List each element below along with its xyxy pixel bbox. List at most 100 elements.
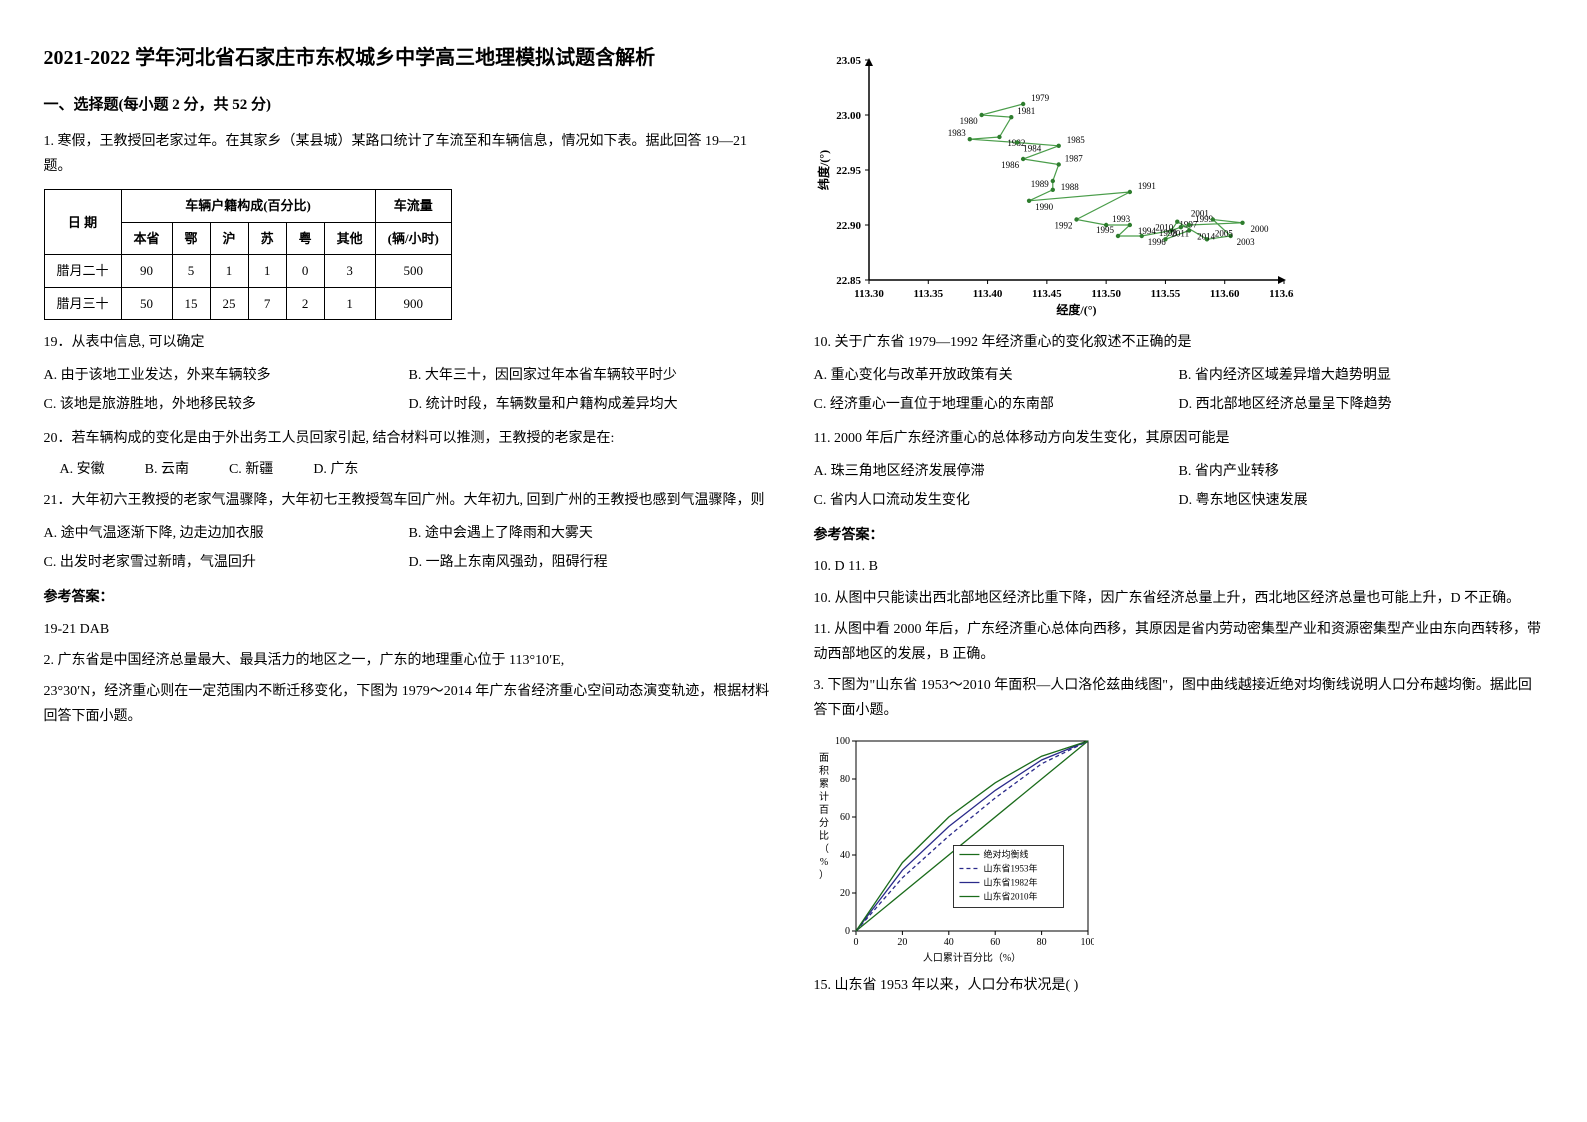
svg-text:1979: 1979 <box>1031 93 1050 103</box>
option: B. 云南 <box>145 457 189 482</box>
th-flow: 车流量 <box>375 190 451 222</box>
svg-text:1981: 1981 <box>1017 106 1035 116</box>
svg-text:1984: 1984 <box>1023 144 1041 154</box>
svg-text:60: 60 <box>840 812 850 823</box>
cell-val: 2 <box>286 287 324 319</box>
guangdong-centroid-chart: 113.30113.35113.40113.45113.50113.55113.… <box>814 50 1544 320</box>
cell-flow: 500 <box>375 255 451 287</box>
th-province: 其他 <box>324 222 375 254</box>
svg-text:23.05: 23.05 <box>836 55 861 67</box>
option: D. 粤东地区快速发展 <box>1179 488 1544 513</box>
q19-stem: 19．从表中信息, 可以确定 <box>44 330 774 355</box>
svg-text:40: 40 <box>943 937 953 948</box>
svg-text:山东省2010年: 山东省2010年 <box>983 891 1037 902</box>
svg-text:80: 80 <box>1036 937 1046 948</box>
cell-val: 90 <box>121 255 172 287</box>
answer-1: 19-21 DAB <box>44 617 774 642</box>
option: D. 西北部地区经济总量呈下降趋势 <box>1179 392 1544 417</box>
option: A. 由于该地工业发达，外来车辆较多 <box>44 363 409 388</box>
svg-text:）: ） <box>819 869 829 881</box>
q19-options: A. 由于该地工业发达，外来车辆较多B. 大年三十，因回家过年本省车辆较平时少C… <box>44 361 774 419</box>
svg-text:%: % <box>819 857 827 868</box>
q3-stem: 3. 下图为"山东省 1953～2010 年面积—人口洛伦兹曲线图"，图中曲线越… <box>814 673 1544 723</box>
cell-val: 1 <box>210 255 248 287</box>
table-row: 腊月三十501525721900 <box>44 287 451 319</box>
svg-text:人口累计百分比（%）: 人口累计百分比（%） <box>922 951 1020 963</box>
answer-label-1: 参考答案： <box>44 585 774 610</box>
option: B. 大年三十，因回家过年本省车辆较平时少 <box>409 363 774 388</box>
svg-text:113.55: 113.55 <box>1150 288 1180 300</box>
svg-text:积: 积 <box>819 765 829 777</box>
th-date: 日 期 <box>44 190 121 255</box>
th-province: 粤 <box>286 222 324 254</box>
cell-val: 1 <box>324 287 375 319</box>
option: B. 省内产业转移 <box>1179 459 1544 484</box>
svg-text:1992: 1992 <box>1054 221 1072 231</box>
q2-stem-2: 23°30′N，经济重心则在一定范围内不断迁移变化，下图为 1979～2014 … <box>44 679 774 729</box>
svg-text:绝对均衡线: 绝对均衡线 <box>983 849 1028 860</box>
left-column: 2021-2022 学年河北省石家庄市东权城乡中学高三地理模拟试题含解析 一、选… <box>44 40 774 1005</box>
option: A. 途中气温逐渐下降, 边走边加衣服 <box>44 521 409 546</box>
svg-text:1987: 1987 <box>1064 154 1083 164</box>
svg-text:113.35: 113.35 <box>913 288 943 300</box>
option: C. 该地是旅游胜地，外地移民较多 <box>44 392 409 417</box>
svg-text:0: 0 <box>845 926 850 937</box>
svg-text:山东省1982年: 山东省1982年 <box>983 877 1037 888</box>
svg-text:22.85: 22.85 <box>836 275 861 287</box>
th-province: 苏 <box>248 222 286 254</box>
cell-date: 腊月三十 <box>44 287 121 319</box>
q10-options: A. 重心变化与改革开放政策有关B. 省内经济区域差异增大趋势明显C. 经济重心… <box>814 361 1544 419</box>
svg-text:80: 80 <box>840 774 850 785</box>
cell-val: 1 <box>248 255 286 287</box>
svg-text:山东省1953年: 山东省1953年 <box>983 863 1037 874</box>
cell-val: 25 <box>210 287 248 319</box>
svg-text:1988: 1988 <box>1060 182 1078 192</box>
exam-title: 2021-2022 学年河北省石家庄市东权城乡中学高三地理模拟试题含解析 <box>44 40 774 76</box>
svg-text:1985: 1985 <box>1066 135 1085 145</box>
svg-text:2000: 2000 <box>1250 224 1269 234</box>
svg-text:2001: 2001 <box>1190 209 1208 219</box>
svg-text:100: 100 <box>835 736 850 747</box>
svg-text:22.95: 22.95 <box>836 165 861 177</box>
q20-stem: 20．若车辆构成的变化是由于外出务工人员回家引起, 结合材料可以推测，王教授的老… <box>44 426 774 451</box>
answer-2-line3: 11. 从图中看 2000 年后，广东经济重心总体向西移，其原因是省内劳动密集型… <box>814 617 1544 667</box>
svg-text:1995: 1995 <box>1096 225 1115 235</box>
svg-text:1989: 1989 <box>1030 179 1049 189</box>
q2-stem-1: 2. 广东省是中国经济总量最大、最具活力的地区之一，广东的地理重心位于 113°… <box>44 648 774 673</box>
q21-stem: 21．大年初六王教授的老家气温骤降，大年初七王教授驾车回广州。大年初九, 回到广… <box>44 488 774 513</box>
svg-text:2003: 2003 <box>1236 237 1255 247</box>
option: A. 珠三角地区经济发展停滞 <box>814 459 1179 484</box>
svg-text:1980: 1980 <box>959 116 978 126</box>
cell-val: 15 <box>172 287 210 319</box>
cell-val: 50 <box>121 287 172 319</box>
svg-text:面: 面 <box>819 753 829 764</box>
svg-text:1986: 1986 <box>1001 160 1020 170</box>
cell-val: 7 <box>248 287 286 319</box>
option: D. 广东 <box>313 457 358 482</box>
cell-val: 5 <box>172 255 210 287</box>
svg-text:1983: 1983 <box>947 128 966 138</box>
svg-text:百: 百 <box>819 804 829 816</box>
cell-val: 3 <box>324 255 375 287</box>
q11-options: A. 珠三角地区经济发展停滞B. 省内产业转移C. 省内人口流动发生变化D. 粤… <box>814 457 1544 515</box>
svg-text:22.90: 22.90 <box>836 220 861 232</box>
svg-text:分: 分 <box>819 817 829 829</box>
answer-2-line2: 10. 从图中只能读出西北部地区经济比重下降，因广东省经济总量上升，西北地区经济… <box>814 586 1544 611</box>
option: D. 一路上东南风强劲，阻碍行程 <box>409 550 774 575</box>
q20-options: A. 安徽B. 云南C. 新疆D. 广东 <box>60 457 774 482</box>
th-composition: 车辆户籍构成(百分比) <box>121 190 375 222</box>
cell-date: 腊月二十 <box>44 255 121 287</box>
svg-text:20: 20 <box>840 888 850 899</box>
q10-stem: 10. 关于广东省 1979—1992 年经济重心的变化叙述不正确的是 <box>814 330 1544 355</box>
option: C. 经济重心一直位于地理重心的东南部 <box>814 392 1179 417</box>
right-column: 113.30113.35113.40113.45113.50113.55113.… <box>814 40 1544 1005</box>
cell-val: 0 <box>286 255 324 287</box>
svg-text:纬度/(°): 纬度/(°) <box>816 150 831 190</box>
svg-text:60: 60 <box>990 937 1000 948</box>
option: D. 统计时段，车辆数量和户籍构成差异均大 <box>409 392 774 417</box>
q11-stem: 11. 2000 年后广东经济重心的总体移动方向发生变化，其原因可能是 <box>814 426 1544 451</box>
option: C. 省内人口流动发生变化 <box>814 488 1179 513</box>
svg-text:113.60: 113.60 <box>1209 288 1239 300</box>
option: B. 途中会遇上了降雨和大雾天 <box>409 521 774 546</box>
svg-text:2014: 2014 <box>1197 232 1216 242</box>
